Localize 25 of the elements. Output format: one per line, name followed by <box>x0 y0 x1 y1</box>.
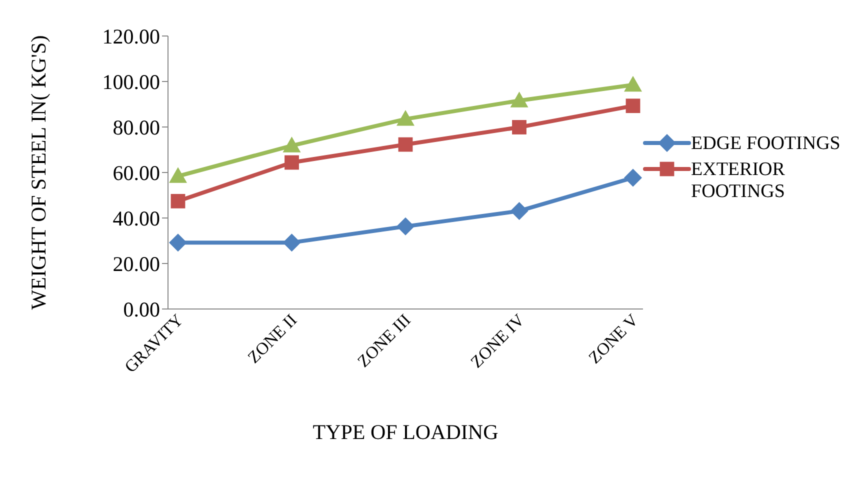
y-tick-label: 80.00 <box>112 115 160 140</box>
legend-label: EDGE FOOTINGS <box>691 133 840 155</box>
y-tick-label: 120.00 <box>102 24 160 48</box>
point <box>170 194 186 208</box>
point <box>282 234 301 252</box>
point <box>284 155 299 170</box>
point <box>624 76 642 92</box>
legend-label: EXTERIOR FOOTINGS <box>691 159 786 203</box>
y-tick-label: 100.00 <box>102 70 160 94</box>
y-tick-label: 40.00 <box>112 206 160 230</box>
point <box>169 234 187 252</box>
point <box>512 120 526 134</box>
point <box>626 98 640 114</box>
y-tick-label: 20.00 <box>112 252 160 276</box>
point <box>510 92 528 108</box>
x-axis-title: TYPE OF LOADING <box>312 420 498 444</box>
y-tick-label: 60.00 <box>112 160 160 185</box>
point <box>510 202 528 220</box>
point <box>624 168 642 187</box>
y-axis-title: WEIGHT OF STEEL IN( KG'S) <box>26 35 50 310</box>
point <box>169 167 187 183</box>
point <box>282 136 301 152</box>
point <box>396 217 414 236</box>
point <box>398 137 413 152</box>
point <box>396 110 414 126</box>
